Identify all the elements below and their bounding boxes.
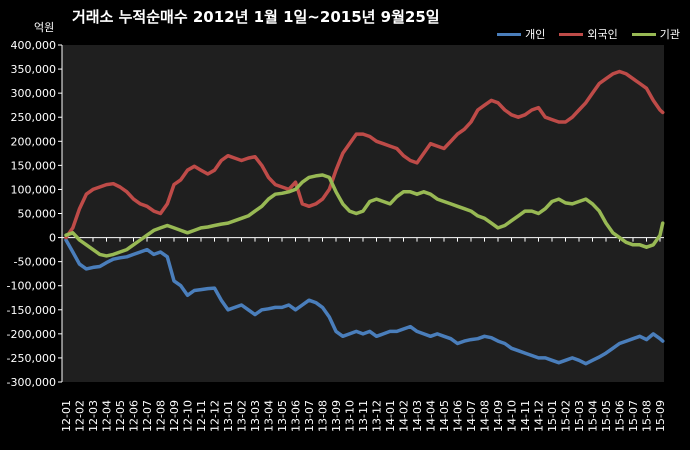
- x-tick-label: 13-04: [263, 400, 276, 432]
- series-line-institution: [64, 173, 665, 258]
- x-tick-label: 13-07: [303, 400, 316, 432]
- y-tick-label: 200,000: [11, 135, 57, 148]
- x-tick-label: 12-02: [74, 400, 87, 432]
- y-tick-label: 100,000: [11, 183, 57, 196]
- y-tick-label: 400,000: [11, 39, 57, 52]
- x-tick-label: 12-08: [155, 400, 168, 432]
- x-tick-label: 15-04: [587, 400, 600, 432]
- x-tick-label: 13-05: [276, 400, 289, 432]
- x-tick-label: 14-02: [398, 400, 411, 432]
- x-tick-label: 14-03: [411, 400, 424, 432]
- y-tick-label: 50,000: [18, 208, 57, 221]
- x-tick-label: 13-06: [290, 400, 303, 432]
- x-tick-label: 15-09: [654, 400, 667, 432]
- x-tick-label: 13-09: [330, 400, 343, 432]
- y-tick-label: -200,000: [7, 328, 56, 341]
- y-tick-label: -100,000: [7, 280, 56, 293]
- x-tick-label: 12-07: [141, 400, 154, 432]
- x-tick-label: 14-05: [438, 400, 451, 432]
- y-axis-unit-label: 억원: [34, 21, 55, 34]
- y-tick-label: 250,000: [11, 111, 57, 124]
- x-tick-label: 14-12: [533, 400, 546, 432]
- x-tick-label: 14-07: [465, 400, 478, 432]
- plot-area: [62, 45, 664, 382]
- legend-swatch-individual: [497, 32, 522, 36]
- y-tick-label: -250,000: [7, 352, 56, 365]
- legend-label-foreign: 외국인: [587, 28, 618, 41]
- x-tick-label: 15-06: [614, 400, 627, 432]
- legend: 개인 외국인 기관: [497, 26, 680, 42]
- x-tick-label: 12-05: [114, 400, 127, 432]
- y-tick-label: 350,000: [11, 63, 57, 76]
- x-tick-label: 12-03: [87, 400, 100, 432]
- x-tick-label: 12-10: [182, 400, 195, 432]
- y-tick-label: -50,000: [14, 256, 56, 269]
- x-tick-label: 13-01: [222, 400, 235, 432]
- x-tick-label: 12-11: [195, 400, 208, 432]
- x-tick-label: 13-12: [371, 400, 384, 432]
- legend-label-individual: 개인: [525, 28, 546, 41]
- legend-label-institution: 기관: [659, 28, 680, 41]
- x-tick-label: 12-04: [101, 400, 114, 432]
- x-tick-label: 13-10: [344, 400, 357, 432]
- x-tick-label: 15-07: [627, 400, 640, 432]
- x-tick-label: 15-02: [560, 400, 573, 432]
- x-tick-label: 14-11: [519, 400, 532, 432]
- series-line-foreign: [64, 69, 665, 240]
- x-tick-label: 15-01: [546, 400, 559, 432]
- chart-title: 거래소 누적순매수 2012년 1월 1일~2015년 9월25일: [72, 8, 440, 26]
- legend-item-foreign: 외국인: [559, 26, 618, 42]
- legend-swatch-institution: [631, 32, 656, 36]
- x-tick-label: 14-06: [452, 400, 465, 432]
- x-tick-label: 13-11: [357, 400, 370, 432]
- x-tick-label: 14-01: [384, 400, 397, 432]
- legend-swatch-foreign: [559, 32, 584, 36]
- y-tick-label: 0: [49, 232, 56, 245]
- y-tick-label: 150,000: [11, 159, 57, 172]
- series-line-individual: [64, 238, 665, 366]
- x-tick-label: 15-05: [600, 400, 613, 432]
- x-tick-label: 14-04: [425, 400, 438, 432]
- x-tick-label: 12-01: [60, 400, 73, 432]
- x-tick-label: 12-06: [128, 400, 141, 432]
- x-tick-label: 14-08: [479, 400, 492, 432]
- x-tick-label: 13-02: [236, 400, 249, 432]
- x-tick-label: 12-09: [168, 400, 181, 432]
- y-tick-label: -150,000: [7, 304, 56, 317]
- x-tick-label: 15-08: [641, 400, 654, 432]
- x-tick-label: 13-03: [249, 400, 262, 432]
- legend-item-institution: 기관: [631, 26, 680, 42]
- x-tick-label: 14-10: [506, 400, 519, 432]
- x-tick-label: 13-08: [317, 400, 330, 432]
- y-tick-label: 300,000: [11, 87, 57, 100]
- x-tick-label: 14-09: [492, 400, 505, 432]
- legend-item-individual: 개인: [497, 26, 545, 42]
- x-tick-label: 15-03: [573, 400, 586, 432]
- y-tick-label: -300,000: [7, 376, 56, 389]
- x-tick-label: 12-12: [209, 400, 222, 432]
